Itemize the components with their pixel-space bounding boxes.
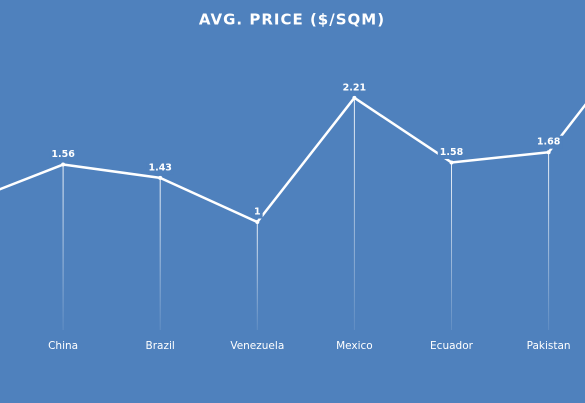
data-label-bg	[534, 135, 563, 149]
data-label: 1.68	[537, 137, 561, 148]
line	[0, 96, 585, 224]
point	[61, 162, 66, 167]
point	[546, 150, 551, 155]
point	[255, 220, 260, 224]
x-tick-label: Ecuador	[430, 340, 474, 352]
data-label: 1.56	[51, 149, 75, 160]
point	[352, 95, 357, 100]
x-tick-label: Mexico	[336, 340, 373, 352]
drop-line	[159, 177, 161, 330]
data-label: 1.43	[148, 162, 171, 173]
data-label-bg	[437, 145, 466, 159]
drop-line	[62, 164, 64, 330]
data-label-bg	[146, 161, 174, 175]
drop-line	[256, 222, 258, 330]
drop-line	[451, 162, 452, 330]
point	[449, 160, 454, 165]
x-tick-label: Pakistan	[527, 340, 571, 352]
data-label: 1	[254, 207, 261, 218]
data-label-bg	[251, 205, 263, 219]
data-label: 1.58	[440, 147, 464, 158]
x-tick-label: China	[48, 340, 78, 352]
drop-line	[353, 97, 355, 330]
point	[158, 175, 163, 180]
x-tick-label: Brazil	[146, 340, 175, 352]
chart-title: AVG. PRICE ($/SQM)	[199, 11, 385, 29]
data-label: 2.21	[343, 82, 366, 93]
drop-line	[548, 152, 550, 330]
x-tick-label: Venezuela	[230, 340, 284, 352]
data-label-bg	[49, 148, 78, 162]
data-label-bg	[340, 81, 369, 95]
